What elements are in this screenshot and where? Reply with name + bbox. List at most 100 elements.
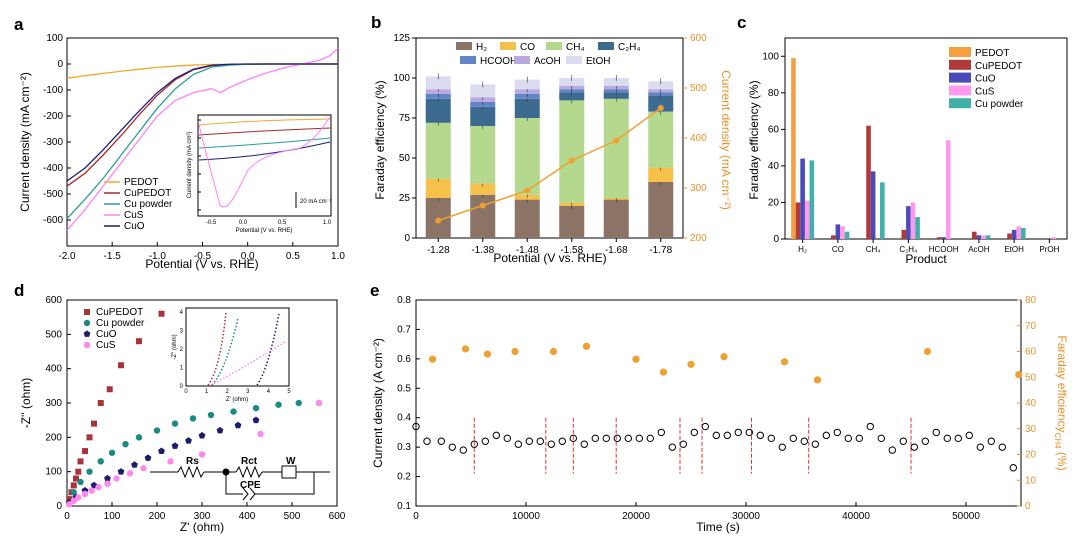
- e-current-point: [679, 440, 687, 448]
- e-current-point: [525, 437, 533, 445]
- panel-d-label: d: [14, 281, 24, 300]
- d-ytick-label: 300: [45, 398, 62, 409]
- d-point-cupedot: [73, 475, 79, 482]
- b-bar-segment: [559, 78, 585, 86]
- e-current-point: [976, 443, 984, 451]
- d-point-cuo: [171, 442, 179, 449]
- a-ytick-label: -600: [43, 215, 63, 226]
- e-current-point: [745, 428, 753, 437]
- e-current-point: [723, 431, 731, 440]
- b-current-point: [524, 187, 531, 194]
- a-line-cuo: [66, 63, 338, 182]
- e-current-point: [932, 428, 940, 437]
- b-xtick-label: -1.68: [605, 245, 628, 256]
- b-bar-segment: [470, 106, 496, 126]
- b-current-line: [438, 107, 662, 222]
- c-xtick-label: EtOH: [1004, 245, 1024, 254]
- c-bar: [866, 125, 871, 239]
- e-ytick-label: 0.7: [397, 324, 411, 335]
- b-bar-segment: [425, 178, 451, 198]
- c-legend-label: CuPEDOT: [975, 61, 1022, 72]
- b-xtick-label: -1.28: [427, 245, 450, 256]
- b-xtick-label: -1.58: [560, 245, 583, 256]
- c-bar: [945, 140, 951, 239]
- d-point-cu-powder: [252, 404, 260, 412]
- c-bar: [804, 200, 810, 239]
- panel-b-axes: [415, 37, 684, 239]
- b-y2tick-label: 200: [690, 233, 707, 244]
- b-bar-segment: [559, 206, 585, 238]
- c-xtick-label: H₂: [798, 245, 807, 254]
- b-legend-label: EtOH: [586, 56, 610, 67]
- e-current-point: [800, 437, 808, 445]
- inset-scale-label: 20 mA cm⁻²: [300, 199, 332, 205]
- b-bar-segment: [470, 126, 496, 184]
- b-current-point: [435, 217, 442, 224]
- c-ytick-label: 0: [773, 234, 779, 245]
- panel-e-y2label-main: Faraday efficiency: [1055, 335, 1069, 432]
- d-xtick-label: 300: [194, 511, 211, 522]
- d-ytick-label: 500: [45, 329, 62, 340]
- d-point-cuo: [252, 416, 260, 424]
- d-point-cuo: [117, 468, 125, 475]
- d-xtick-label: 600: [329, 511, 346, 522]
- e-current-point: [470, 440, 478, 448]
- e-current-point: [448, 443, 456, 451]
- panel-b-xlabel: Potential (V vs. RHE): [493, 251, 606, 265]
- d-point-cu-powder: [77, 478, 84, 486]
- e-ytick-label: 0.4: [397, 413, 411, 424]
- e-ytick-label: 0.8: [397, 295, 411, 306]
- panel-d-xlabel: Z' (ohm): [180, 520, 224, 534]
- e-y2tick-label: 0: [1025, 501, 1031, 512]
- c-bar: [985, 235, 991, 239]
- panel-e-xlabel: Time (s): [696, 520, 740, 534]
- b-ytick-label: 0: [404, 233, 410, 244]
- e-fe-point: [428, 355, 437, 363]
- inset-d-cuo: [256, 313, 280, 386]
- e-fe-point: [632, 355, 640, 363]
- circuit-cpe-a: [242, 487, 249, 501]
- b-bar-segment: [425, 98, 451, 123]
- a-legend-label: CuS: [124, 210, 144, 221]
- e-fe-point: [720, 353, 728, 361]
- e-current-point: [833, 428, 841, 437]
- d-xtick-label: 0: [64, 511, 70, 522]
- d-point-cu-powder: [122, 441, 129, 448]
- panel-e: e 0 10000 20000 30000 40000 50000 0.1 0.2 0.3 0.4…: [370, 281, 1069, 534]
- e-current-point: [646, 434, 654, 443]
- e-current-point: [899, 437, 907, 445]
- c-ytick-label: 80: [768, 88, 780, 99]
- e-current-point: [624, 434, 632, 443]
- d-point-cus: [257, 430, 264, 438]
- c-legend-label: CuS: [975, 86, 995, 97]
- panel-e-axes: [415, 299, 1022, 507]
- inset-xtick-3: 1.0: [323, 220, 332, 226]
- b-bar-segment: [425, 76, 451, 90]
- e-current-point: [547, 440, 555, 448]
- d-point-cus: [75, 494, 82, 501]
- c-bar: [941, 237, 946, 239]
- c-bar: [1021, 228, 1026, 239]
- d-point-cupedot: [77, 458, 84, 465]
- e-fe-point: [582, 342, 591, 350]
- d-ytick-label: 100: [45, 467, 62, 478]
- panel-e-y2label-unit: (%): [1055, 449, 1069, 471]
- d-point-cus: [126, 470, 134, 477]
- d-point-cus: [167, 458, 174, 465]
- e-current-point: [943, 434, 951, 443]
- e-current-point: [459, 446, 467, 454]
- inset-xlabel: Potential (V vs. RHE): [236, 228, 293, 234]
- d-point-cu-powder: [189, 415, 197, 422]
- e-current-point: [877, 434, 885, 443]
- c-bar: [795, 202, 801, 239]
- a-xtick-label: -0.5: [194, 251, 212, 262]
- b-bar-segment: [514, 199, 540, 238]
- c-bar: [901, 229, 907, 239]
- d-point-cu-powder: [97, 458, 104, 465]
- d-point-cus: [88, 487, 95, 494]
- c-bar: [1051, 237, 1057, 239]
- inset-xtick-2: 0.5: [278, 220, 287, 226]
- inset-line-cupedot: [198, 127, 331, 136]
- d-point-cu-powder: [295, 399, 302, 407]
